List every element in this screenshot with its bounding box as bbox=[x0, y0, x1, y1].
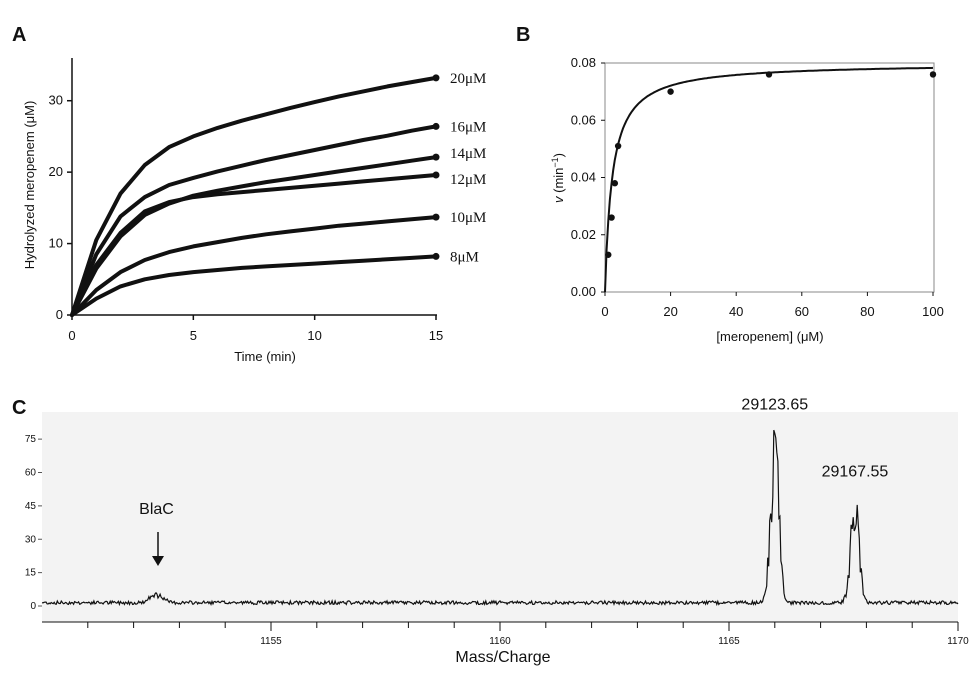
panel-b-x-label: [meropenem] (μM) bbox=[716, 329, 823, 344]
panel-b-y-label-unit: (min bbox=[551, 168, 566, 197]
blac-arrow bbox=[152, 532, 164, 566]
panel-b-y-tick-label: 0.00 bbox=[571, 284, 596, 299]
panel-b-y-tick-label: 0.04 bbox=[571, 170, 596, 185]
panel-b-x-tick-label: 60 bbox=[795, 304, 809, 319]
panel-b-ticks: 0.00 0.02 0.04 0.06 0.08 0 20 40 60 80 100 bbox=[571, 55, 944, 319]
panel-c-x-tick-label: 1155 bbox=[260, 636, 282, 647]
panel-b-points bbox=[605, 71, 937, 258]
panel-b-x-tick-label: 0 bbox=[601, 304, 608, 319]
panel-a-series-endpoint bbox=[432, 74, 440, 82]
panel-b-fit-curve bbox=[604, 66, 934, 293]
panel-a-x-tick-label: 0 bbox=[68, 328, 75, 343]
panel-a-ticks: 0 10 20 30 0 5 10 15 bbox=[49, 93, 444, 343]
panel-a-series-lines bbox=[70, 74, 440, 317]
panel-c-y-tick-label: 0 bbox=[30, 601, 36, 612]
panel-a-series-line bbox=[70, 173, 438, 317]
panel-a-series-label: 14μM bbox=[450, 146, 486, 162]
panel-c-background bbox=[42, 412, 958, 622]
panel-b-data-point bbox=[667, 88, 674, 95]
panel-b-data-point bbox=[605, 251, 612, 258]
panel-b-data-point bbox=[929, 71, 937, 78]
panel-a-series-line bbox=[70, 254, 438, 317]
panel-a-x-tick-label: 10 bbox=[307, 328, 321, 343]
panel-c-peak-label: BlaC bbox=[139, 501, 174, 518]
blac-arrow-head bbox=[152, 556, 164, 566]
panel-b-data-point bbox=[765, 71, 773, 78]
panel-a-y-label: Hydrolyzed meropenem (μM) bbox=[22, 101, 37, 270]
panel-c-x-tick-label: 1165 bbox=[718, 636, 740, 647]
panel-a-y-tick-label: 30 bbox=[49, 93, 63, 108]
panel-a-x-tick-label: 5 bbox=[190, 328, 197, 343]
panel-b-y-tick-label: 0.02 bbox=[571, 227, 596, 242]
panel-b-y-label-close: ) bbox=[551, 153, 566, 157]
panel-b-x-tick-label: 20 bbox=[663, 304, 677, 319]
panel-c-ticks: 0 15 30 45 60 75 1155 1160 1165 1170 bbox=[25, 434, 969, 647]
panel-c: C 0 15 30 45 60 75 1155 1160 1165 1170 BlaC 29123.… bbox=[12, 397, 969, 666]
panel-a-letter: A bbox=[12, 24, 26, 46]
panel-a-series-line bbox=[70, 155, 438, 317]
panel-c-y-tick-label: 45 bbox=[25, 501, 37, 512]
panel-b-frame bbox=[604, 62, 935, 293]
panel-c-x-tick-label: 1160 bbox=[489, 636, 511, 647]
panel-c-y-tick-label: 75 bbox=[25, 434, 37, 445]
panel-a-series-label: 10μM bbox=[450, 210, 486, 226]
panel-b-x-tick-label: 80 bbox=[860, 304, 874, 319]
panel-a-series-line bbox=[70, 215, 438, 317]
panel-c-peak-labels: BlaC 29123.65 29167.55 bbox=[139, 397, 888, 518]
panel-c-x-tick-label: 1170 bbox=[947, 636, 969, 647]
panel-a-y-tick-label: 0 bbox=[56, 307, 63, 322]
panel-b-data-point bbox=[611, 180, 619, 187]
panel-a-y-tick-label: 20 bbox=[49, 164, 63, 179]
panel-c-letter: C bbox=[12, 397, 26, 419]
panel-a-series-line bbox=[70, 124, 438, 317]
panel-b-x-tick-label: 40 bbox=[729, 304, 743, 319]
panel-b-x-tick-label: 100 bbox=[922, 304, 944, 319]
panel-a-series-label: 8μM bbox=[450, 249, 479, 265]
panel-a-series-endpoint bbox=[432, 122, 440, 130]
panel-c-y-tick-label: 15 bbox=[25, 568, 37, 579]
panel-b-y-tick-label: 0.08 bbox=[571, 55, 596, 70]
panel-b-y-tick-label: 0.06 bbox=[571, 112, 596, 127]
panel-a-series-label: 16μM bbox=[450, 119, 486, 135]
panel-c-peak-label: 29167.55 bbox=[822, 463, 889, 480]
panel-b-data-point bbox=[608, 214, 615, 221]
panel-a-series-endpoint bbox=[432, 171, 440, 179]
panel-b-y-label-symbol: v bbox=[551, 195, 566, 203]
panel-b-y-label-sup: −1 bbox=[550, 157, 560, 167]
panel-c-x-label: Mass/Charge bbox=[455, 649, 550, 666]
panel-a-series-endpoint bbox=[432, 252, 440, 260]
panel-c-y-tick-label: 60 bbox=[25, 468, 37, 479]
panel-c-spectrum bbox=[41, 429, 959, 607]
panel-b-data-point bbox=[614, 142, 622, 150]
panel-b: B 0.00 0.02 0.04 0.06 0.08 0 20 40 60 80 100 [mero… bbox=[516, 24, 944, 344]
panel-c-peak-label: 29123.65 bbox=[741, 397, 808, 414]
panel-a-x-label: Time (min) bbox=[234, 349, 296, 364]
panel-a-series-label: 20μM bbox=[450, 71, 486, 87]
panel-a-series-line bbox=[70, 75, 438, 317]
panel-b-y-label: v (min−1) bbox=[550, 153, 566, 203]
panel-c-y-tick-label: 30 bbox=[25, 534, 37, 545]
panel-a-series-label: 12μM bbox=[450, 172, 486, 188]
panel-a-series-endpoint bbox=[432, 153, 440, 161]
panel-a-y-tick-label: 10 bbox=[49, 236, 63, 251]
panel-a-series-labels: 20μM 16μM 14μM 12μM 10μM 8μM bbox=[450, 71, 486, 266]
panel-b-letter: B bbox=[516, 24, 530, 46]
panel-a-series-endpoint bbox=[432, 213, 440, 221]
panel-a-x-tick-label: 15 bbox=[429, 328, 443, 343]
